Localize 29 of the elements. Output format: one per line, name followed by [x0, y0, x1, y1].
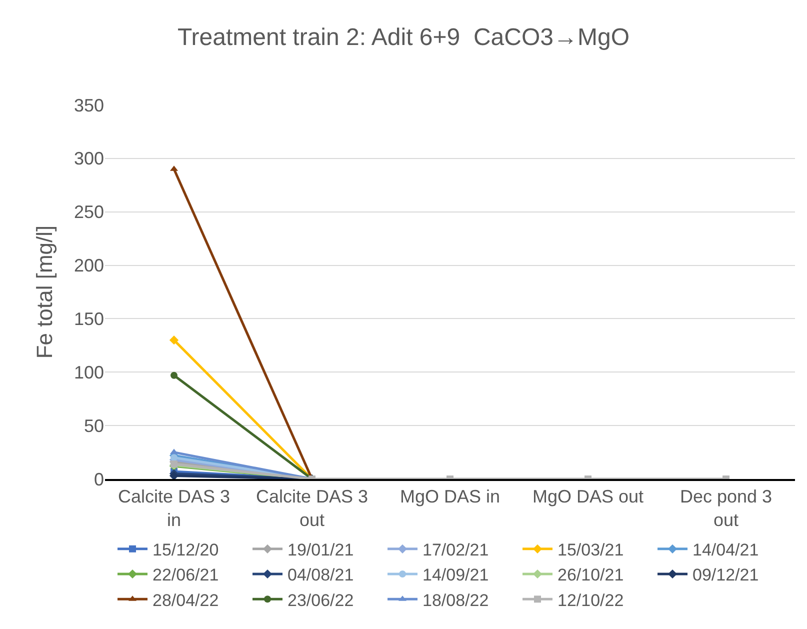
y-tick-label: 50 [84, 416, 104, 436]
y-tick-label: 250 [74, 202, 104, 222]
legend-label: 26/10/21 [558, 566, 624, 585]
legend-label: 22/06/21 [152, 566, 219, 585]
legend-label: 17/02/21 [422, 540, 489, 560]
y-tick-label: 350 [74, 95, 104, 116]
x-tick-label: MgO DAS out [532, 486, 644, 507]
x-tick-label: Calcite DAS 3 in [118, 486, 230, 530]
chart-title: Treatment train 2: Adit 6+9 CaCO3→MgO [178, 24, 630, 52]
x-tick-label: Calcite DAS 3 out [256, 486, 368, 530]
y-tick-label: 150 [74, 309, 104, 330]
legend-label: 23/06/22 [288, 590, 354, 610]
x-tick-label: Dec pond 3 out [680, 486, 772, 530]
y-tick-label: 100 [74, 362, 104, 382]
legend-label: 15/03/21 [558, 540, 624, 560]
legend-label: 09/12/21 [692, 566, 759, 585]
y-axis-title: Fe total [mg/l] [32, 225, 57, 359]
y-tick-label: 300 [74, 148, 104, 169]
y-tick-label: 0 [94, 469, 104, 490]
legend-label: 28/04/22 [152, 590, 219, 610]
legend-label: 19/01/21 [288, 540, 354, 560]
legend-label: 04/08/21 [288, 566, 354, 585]
legend-label: 14/09/21 [422, 566, 489, 585]
legend-label: 18/08/22 [422, 590, 489, 610]
x-tick-label: MgO DAS in [400, 486, 500, 507]
legend-label: 15/12/20 [152, 540, 219, 560]
legend-label: 12/10/22 [558, 590, 624, 610]
legend-label: 14/04/21 [692, 540, 759, 560]
y-tick-label: 200 [74, 256, 104, 276]
